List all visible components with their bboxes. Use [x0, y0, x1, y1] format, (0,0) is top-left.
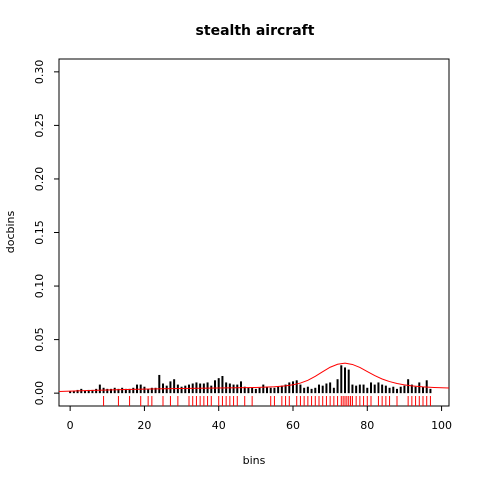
y-tick-label: 0.00	[33, 381, 46, 406]
histogram-spikes	[69, 365, 432, 394]
y-tick-label: 0.30	[33, 60, 46, 85]
x-tick-label: 0	[67, 419, 74, 432]
y-tick-label: 0.10	[33, 274, 46, 299]
y-tick-label: 0.20	[33, 167, 46, 192]
x-tick-label: 20	[137, 419, 151, 432]
x-axis-label: bins	[243, 454, 266, 467]
chart-title: stealth aircraft	[196, 23, 315, 39]
plot-frame	[58, 58, 450, 407]
rug-marks	[103, 396, 431, 406]
x-axis: 0 20 40 60 80 100	[67, 406, 452, 432]
y-tick-label: 0.05	[33, 327, 46, 352]
y-axis-label: docbins	[4, 210, 17, 253]
y-tick-label: 0.15	[33, 220, 46, 245]
y-tick-label: 0.25	[33, 113, 46, 138]
x-tick-label: 80	[360, 419, 374, 432]
y-axis: 0.00 0.05 0.10 0.15 0.20 0.25 0.30	[33, 60, 59, 406]
density-curve	[58, 362, 450, 393]
x-tick-label: 100	[431, 419, 452, 432]
x-tick-label: 60	[286, 419, 300, 432]
x-tick-label: 40	[212, 419, 226, 432]
density-curve-group	[58, 362, 450, 393]
